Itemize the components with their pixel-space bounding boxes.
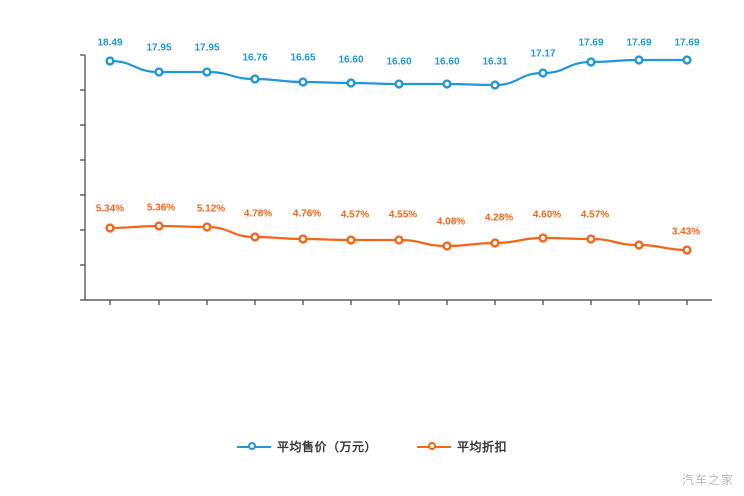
average-price-point-9 [538, 68, 548, 78]
average-discount-value-label-1: 5.36% [147, 203, 175, 214]
chart-legend: 平均售价（万元） 平均折扣 [0, 438, 744, 455]
average-discount-point-0 [105, 223, 115, 233]
average-discount-value-label-5: 4.57% [341, 210, 369, 221]
average-discount-value-label-9: 4.60% [533, 210, 561, 221]
legend-item-average-price[interactable]: 平均售价（万元） [236, 438, 377, 455]
blue-series-labels: 18.49 17.95 17.95 16.76 16.65 16.60 16.60 16.60… [97, 38, 699, 68]
average-discount-value-label-0: 5.34% [96, 204, 124, 215]
average-price-value-label-0: 18.49 [97, 38, 122, 49]
average-discount-point-6 [394, 235, 404, 245]
average-price-point-3 [250, 74, 260, 84]
average-price-point-10 [586, 57, 596, 67]
average-price-value-label-12: 17.69 [674, 38, 699, 49]
average-discount-value-label-6: 4.55% [389, 210, 417, 221]
average-discount-point-1 [154, 221, 164, 231]
average-price-value-label-9: 17.17 [530, 49, 555, 60]
average-price-value-label-4: 16.65 [290, 53, 315, 64]
average-discount-point-10 [586, 234, 596, 244]
series-average-discount: 5.34% 5.36% 5.12% 4.78% 4.76% 4.57% 4.55% 4.08%… [96, 203, 700, 255]
average-price-point-5 [346, 78, 356, 88]
average-price-point-4 [298, 77, 308, 87]
average-price-value-label-10: 17.69 [578, 38, 603, 49]
average-price-value-label-1: 17.95 [146, 43, 171, 54]
average-discount-point-9 [538, 233, 548, 243]
average-discount-point-11 [634, 240, 644, 250]
average-price-point-7 [442, 79, 452, 89]
x-axis-ticks [109, 300, 688, 305]
average-price-point-11 [634, 55, 644, 65]
average-discount-value-label-8: 4.28% [485, 213, 513, 224]
average-discount-value-label-2: 5.12% [197, 204, 225, 215]
average-discount-value-label-4: 4.76% [293, 209, 321, 220]
orange-series-labels: 5.34% 5.36% 5.12% 4.78% 4.76% 4.57% 4.55% 4.08%… [96, 203, 700, 238]
average-discount-point-7 [442, 241, 452, 251]
watermark-autohome: 汽车之家 [681, 473, 734, 487]
average-price-point-0 [105, 56, 115, 66]
average-discount-point-2 [202, 222, 212, 232]
average-discount-value-label-3: 4.78% [244, 209, 272, 220]
series-average-price: 18.49 17.95 17.95 16.76 16.65 16.60 16.60 16.60… [97, 38, 700, 90]
average-discount-value-label-10: 4.57% [581, 210, 609, 221]
average-discount-value-label-7: 4.08% [437, 217, 465, 228]
legend-label-average-discount: 平均折扣 [457, 440, 508, 454]
average-price-point-8 [490, 80, 500, 90]
average-price-value-label-3: 16.76 [242, 53, 267, 64]
average-price-value-label-6: 16.60 [386, 57, 411, 68]
average-discount-point-3 [250, 232, 260, 242]
average-price-value-label-2: 17.95 [194, 43, 219, 54]
average-price-point-6 [394, 79, 404, 89]
average-price-value-label-11: 17.69 [626, 38, 651, 49]
average-price-point-12 [682, 55, 692, 65]
average-discount-point-5 [346, 235, 356, 245]
legend-label-average-price: 平均售价（万元） [276, 440, 377, 454]
average-price-value-label-7: 16.60 [434, 57, 459, 68]
average-price-point-1 [154, 67, 164, 77]
average-discount-value-label-12: 3.43% [672, 227, 700, 238]
legend-marker-orange-icon [417, 440, 451, 454]
average-price-value-label-8: 16.31 [482, 57, 507, 68]
average-discount-point-12 [682, 245, 692, 255]
axes [80, 54, 712, 305]
average-discount-point-8 [490, 238, 500, 248]
average-price-value-label-5: 16.60 [338, 55, 363, 66]
orange-series-markers [105, 221, 692, 255]
legend-item-average-discount[interactable]: 平均折扣 [417, 438, 507, 455]
average-price-point-2 [202, 67, 212, 77]
blue-series-markers [105, 55, 692, 90]
y-axis-ticks [80, 54, 85, 301]
legend-marker-blue-icon [236, 440, 271, 454]
average-discount-point-4 [298, 234, 308, 244]
